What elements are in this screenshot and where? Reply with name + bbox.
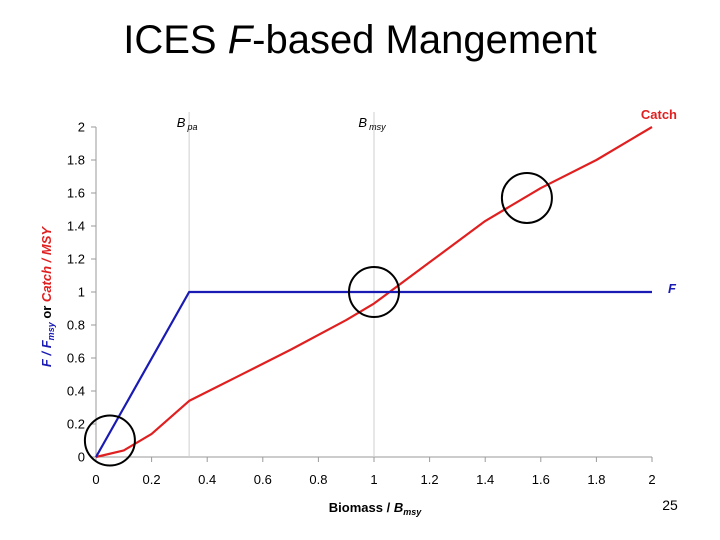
- x-axis-label-b: B: [394, 500, 403, 515]
- y-tick-label: 1.4: [67, 219, 85, 234]
- y-tick-label: 0.8: [67, 318, 85, 333]
- title-prefix: ICES: [123, 18, 228, 62]
- highlight-circle-1: [83, 414, 136, 467]
- x-tick-label: 2: [648, 472, 655, 487]
- series-line-catch: [95, 126, 653, 459]
- y-tick-label: 0.2: [67, 417, 85, 432]
- y-axis-label-slash: /: [39, 348, 54, 359]
- x-tick-label: 0.8: [309, 472, 327, 487]
- y-tick-label: 2: [78, 120, 85, 135]
- y-tick-label: 1: [78, 285, 85, 300]
- highlight-circle-2: [348, 266, 400, 318]
- y-tick-label: 0.4: [67, 384, 85, 399]
- y-axis-label: F / Fmsy or Catch / MSY: [39, 226, 56, 367]
- x-tick-label: 1: [370, 472, 377, 487]
- y-axis-label-or: or: [39, 302, 54, 322]
- y-tick-label: 0.6: [67, 351, 85, 366]
- slide-title: ICES F-based Mangement: [0, 18, 720, 63]
- series-label-f: F: [668, 281, 677, 296]
- y-axis-label-sub: msy: [46, 321, 56, 340]
- x-tick-label: 1.8: [587, 472, 605, 487]
- x-tick-label: 1.2: [421, 472, 439, 487]
- y-tick-label: 1.2: [67, 252, 85, 267]
- x-axis-label: Biomass / Bmsy: [329, 500, 422, 517]
- series-group: [95, 126, 653, 459]
- x-axis-label-main: Biomass /: [329, 500, 394, 515]
- series-line-f: [95, 290, 652, 458]
- x-axis-label-sub: msy: [403, 507, 422, 517]
- y-axis-label-f: F: [39, 358, 54, 367]
- x-tick-label: 0.4: [198, 472, 216, 487]
- y-axis-label-f2: F: [39, 339, 54, 348]
- highlight-circle-3: [500, 171, 553, 224]
- x-tick-label: 1.4: [476, 472, 494, 487]
- x-tick-label: 1.6: [532, 472, 550, 487]
- y-axis-label-catch: Catch / MSY: [39, 226, 54, 302]
- y-tick-label: 0: [78, 450, 85, 465]
- y-tick-label: 1.6: [67, 186, 85, 201]
- highlight-circles: [83, 171, 553, 467]
- title-suffix: -based Mangement: [252, 18, 597, 62]
- x-tick-label: 0.6: [254, 472, 272, 487]
- x-tick-label: 0.2: [143, 472, 161, 487]
- y-tick-label: 1.8: [67, 153, 85, 168]
- slide-number: 25: [662, 497, 678, 513]
- title-italic-f: F: [227, 18, 253, 62]
- series-label-catch: Catch: [641, 107, 677, 122]
- x-tick-label: 0: [92, 472, 99, 487]
